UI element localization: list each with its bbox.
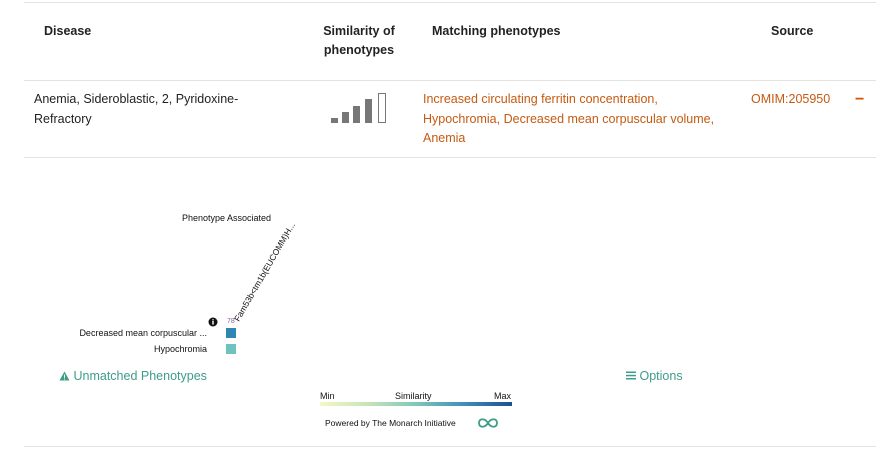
source-link[interactable]: OMIM:205950 xyxy=(751,92,831,106)
bottom-divider xyxy=(24,446,876,447)
disease-name: Anemia, Sideroblastic, 2, Pyridoxine- Re… xyxy=(34,92,239,126)
powered-by-text: Powered by The Monarch Initiative xyxy=(325,418,456,428)
monarch-logo-icon[interactable] xyxy=(477,417,499,429)
legend-similarity: Similarity xyxy=(395,391,432,401)
header-matching-phenotypes: Matching phenotypes xyxy=(432,24,561,38)
row-divider xyxy=(24,157,876,158)
options-button[interactable]: Options xyxy=(626,369,683,383)
warning-icon xyxy=(59,371,70,381)
similarity-meter xyxy=(331,91,389,123)
header-similarity: Similarity of phenotypes xyxy=(323,24,395,57)
grid-row-label[interactable]: Decreased mean corpuscular ... xyxy=(79,328,207,338)
legend-max: Max xyxy=(494,391,512,401)
grid-score: 78 xyxy=(227,318,235,325)
collapse-button[interactable]: − xyxy=(855,91,865,108)
similarity-bar-empty xyxy=(378,93,386,123)
info-icon[interactable] xyxy=(208,317,218,327)
header-source: Source xyxy=(771,24,814,38)
grid-cell[interactable] xyxy=(226,328,236,338)
grid-row-label[interactable]: Hypochromia xyxy=(153,344,207,354)
grid-cell[interactable] xyxy=(226,344,236,354)
grid-title: Phenotype Associated xyxy=(182,213,272,223)
legend-min: Min xyxy=(320,391,335,401)
similarity-bar xyxy=(331,118,338,123)
similarity-gradient xyxy=(320,402,512,406)
unmatched-phenotypes-button[interactable]: Unmatched Phenotypes xyxy=(59,369,207,383)
menu-icon xyxy=(626,371,636,380)
similarity-bar xyxy=(365,99,372,123)
header-disease: Disease xyxy=(44,24,92,38)
header-divider xyxy=(24,80,876,81)
matching-phenotypes[interactable]: Increased circulating ferritin concentra… xyxy=(423,92,715,145)
similarity-bar xyxy=(353,106,360,123)
top-divider xyxy=(24,2,876,3)
grid-column-label[interactable]: Fam53b<tm1b(EUCOMM)H... xyxy=(232,220,297,323)
similarity-bar xyxy=(342,112,349,123)
